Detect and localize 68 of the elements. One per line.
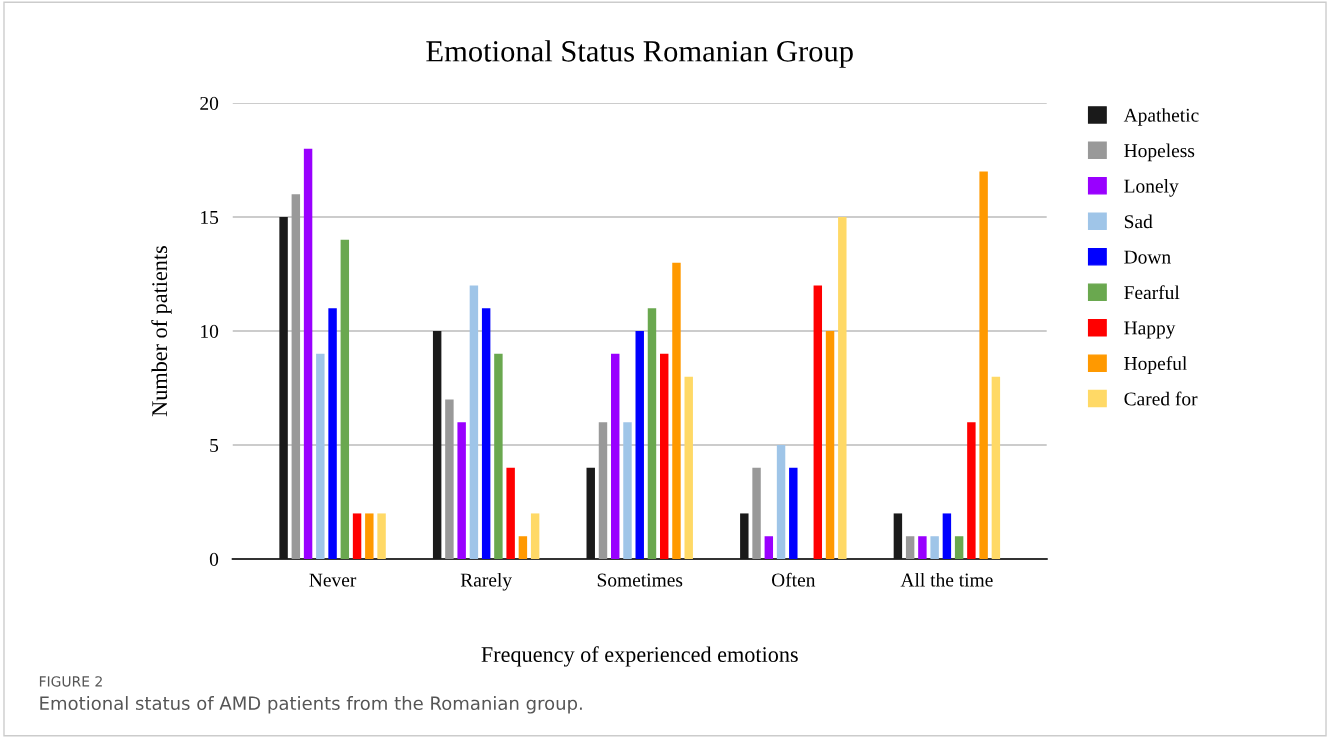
x-tick-label: Never <box>309 573 357 587</box>
bar <box>740 513 749 560</box>
bar <box>893 513 903 560</box>
chart-title: Emotional Status Romanian Group <box>426 40 853 68</box>
y-tick-label: 10 <box>201 324 219 338</box>
bar <box>905 536 915 560</box>
bar <box>340 239 350 560</box>
bar <box>432 331 442 560</box>
bar <box>316 353 325 560</box>
bar <box>303 148 313 560</box>
legend-label: Hopeless <box>1124 143 1195 162</box>
bar <box>598 422 608 560</box>
y-tick-label: 15 <box>201 210 219 224</box>
bar <box>481 308 491 560</box>
bar <box>660 353 669 560</box>
bar <box>352 513 362 560</box>
legend-label: Hopeful <box>1124 356 1187 374</box>
bar <box>623 422 632 560</box>
caption: FIGURE 2 <box>39 676 102 687</box>
bar <box>813 285 823 560</box>
bar <box>979 171 988 560</box>
bar <box>457 422 466 560</box>
bar <box>825 331 835 560</box>
legend-label: Fearful <box>1124 285 1180 300</box>
bar <box>942 513 952 560</box>
legend-label: Apathetic <box>1123 108 1199 126</box>
x-tick-label: Rarely <box>460 572 512 591</box>
legend-label: Cared for <box>1124 391 1198 406</box>
bar <box>991 376 1001 560</box>
bar <box>764 536 774 560</box>
legend-label: Sad <box>1124 214 1153 229</box>
x-tick-label: Sometimes <box>597 573 683 587</box>
bar <box>838 217 847 560</box>
legend-label: Happy <box>1124 321 1176 339</box>
y-tick-label: 0 <box>209 552 219 566</box>
bar <box>530 513 540 560</box>
bar <box>967 422 976 560</box>
bar <box>586 467 595 560</box>
legend-label: Down <box>1124 250 1171 264</box>
bar <box>954 536 964 560</box>
bar <box>635 331 644 560</box>
bar <box>445 399 454 560</box>
bar <box>930 536 939 560</box>
bar <box>647 308 657 560</box>
x-axis-title: Frequency of experienced emotions <box>481 646 798 667</box>
bar <box>518 536 528 560</box>
x-tick-label: All the time <box>900 572 993 587</box>
bar <box>506 467 515 560</box>
y-axis-title: Number of patients <box>151 246 172 417</box>
legend-label: Lonely <box>1124 179 1179 197</box>
bar <box>684 376 693 560</box>
bar <box>279 217 288 560</box>
y-tick-label: 5 <box>210 439 219 452</box>
bar <box>291 194 301 560</box>
bar <box>611 353 620 560</box>
y-tick-label: 20 <box>200 96 219 110</box>
bar <box>365 513 374 560</box>
text: Emotional status of AMD patients from the Romanian group. <box>40 696 582 714</box>
bar <box>789 467 798 560</box>
bar <box>776 445 786 560</box>
bar <box>672 262 681 560</box>
bar <box>377 513 386 560</box>
bar <box>494 353 503 560</box>
x-tick-label: Often <box>771 572 816 587</box>
bar <box>918 536 927 560</box>
bar <box>469 285 479 560</box>
bar <box>328 308 337 560</box>
bar <box>752 467 761 560</box>
